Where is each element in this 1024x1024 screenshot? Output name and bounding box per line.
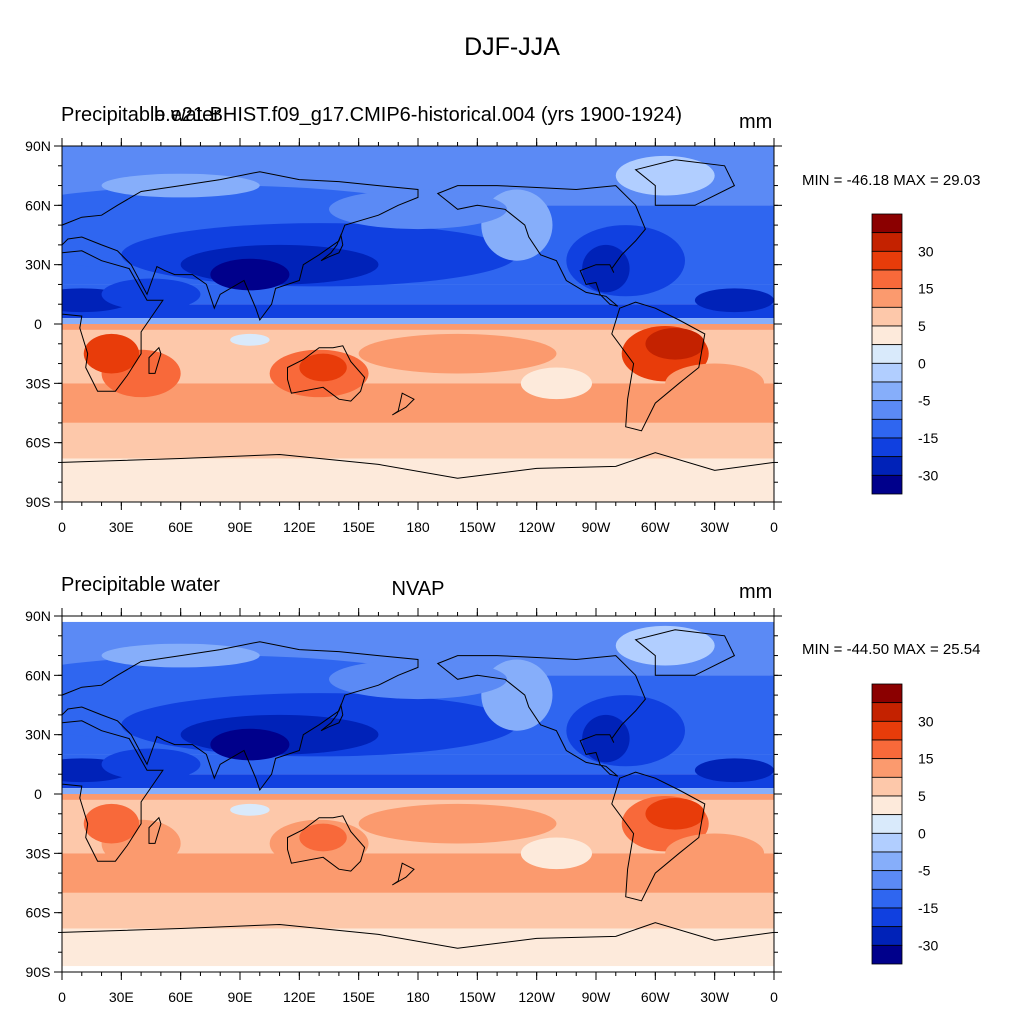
colorbar-swatch [871, 739, 903, 760]
colorbar-swatch [871, 907, 903, 928]
x-tick-label: 150E [342, 519, 375, 535]
colorbar-label: 15 [918, 281, 934, 297]
colorbar-label: 30 [918, 713, 934, 729]
y-tick-label: 90N [25, 138, 51, 154]
panel1-map: 0 30E 60E 90E 120E 150E 180 150W 120W 90W 60W 30W 09… [25, 138, 782, 535]
y-tick-label: 60S [26, 435, 51, 451]
colorbar-label: -30 [918, 467, 938, 483]
x-tick-label: 30W [700, 519, 730, 535]
colorbar-swatch [871, 851, 903, 872]
colorbar-swatch [871, 814, 903, 834]
y-tick-label: 60N [25, 197, 51, 213]
x-tick-label: 90W [582, 519, 612, 535]
colorbar-swatch [871, 325, 903, 346]
x-tick-label: 30W [700, 989, 730, 1005]
colorbar-swatch [871, 795, 903, 816]
panel2-center-title: NVAP [391, 578, 445, 600]
x-tick-label: 120E [283, 989, 316, 1005]
colorbar-swatch [871, 250, 903, 271]
colorbar-swatch [871, 926, 903, 946]
colorbar-label: 0 [918, 355, 926, 371]
colorbar-swatch [871, 888, 903, 909]
panel2-minmax: MIN = -44.50 MAX = 25.54 [802, 641, 981, 658]
colorbar-swatch [871, 362, 903, 383]
colorbar-label: 5 [918, 318, 926, 334]
x-tick-label: 0 [58, 989, 66, 1005]
y-tick-label: 30N [25, 727, 51, 743]
colorbar-swatch [871, 720, 903, 741]
x-tick-label: 60W [641, 989, 671, 1005]
x-tick-label: 120W [518, 989, 555, 1005]
colorbar-label: 5 [918, 788, 926, 804]
y-tick-label: 90S [26, 494, 51, 510]
x-tick-label: 90E [228, 519, 253, 535]
panel2-units: mm [739, 581, 773, 603]
colorbar-swatch [871, 758, 903, 778]
y-tick-label: 60N [25, 667, 51, 683]
panel1-center-title: b.e21.BHIST.f09_g17.CMIP6-historical.004… [153, 104, 683, 126]
colorbar-swatch [871, 456, 903, 476]
x-tick-label: 30E [109, 519, 134, 535]
colorbar-label: 30 [918, 243, 934, 259]
x-tick-label: 180 [406, 519, 430, 535]
colorbar-swatch [871, 832, 903, 853]
y-tick-label: 90S [26, 964, 51, 980]
y-tick-label: 30S [26, 845, 51, 861]
x-tick-label: 60W [641, 519, 671, 535]
colorbar-label: -15 [918, 900, 938, 916]
x-tick-label: 0 [58, 519, 66, 535]
x-tick-label: 120W [518, 519, 555, 535]
colorbar-swatch [871, 288, 903, 308]
y-tick-label: 30N [25, 257, 51, 273]
x-tick-label: 0 [770, 989, 778, 1005]
panel2-left-title: Precipitable water [61, 574, 220, 596]
x-tick-label: 120E [283, 519, 316, 535]
colorbar-label: -5 [918, 863, 931, 879]
colorbar-swatch [871, 418, 903, 439]
colorbar-swatch [871, 400, 903, 420]
panel1-colorbar: 30 15 5 0 -5 -15 -30 [871, 213, 938, 495]
panel2-map: 0 30E 60E 90E 120E 150E 180 150W 120W 90W 60W 30W 09… [25, 608, 782, 1005]
x-tick-label: 150W [459, 989, 496, 1005]
colorbar-swatch [871, 776, 903, 797]
x-tick-label: 90E [228, 989, 253, 1005]
colorbar-label: 0 [918, 825, 926, 841]
colorbar-swatch [871, 213, 903, 234]
colorbar-label: -15 [918, 430, 938, 446]
colorbar-swatch [871, 381, 903, 402]
figure-title: DJF-JJA [464, 33, 560, 61]
x-tick-label: 150W [459, 519, 496, 535]
colorbar-swatch [871, 344, 903, 364]
colorbar-swatch [871, 702, 903, 722]
colorbar-swatch [871, 944, 903, 965]
y-tick-label: 30S [26, 375, 51, 391]
colorbar-label: 15 [918, 751, 934, 767]
panel1-minmax: MIN = -46.18 MAX = 29.03 [802, 172, 981, 189]
y-tick-label: 0 [34, 786, 42, 802]
colorbar-swatch [871, 870, 903, 890]
panel1-left-title: Precipitable water [61, 104, 220, 126]
x-tick-label: 60E [168, 519, 193, 535]
x-tick-label: 60E [168, 989, 193, 1005]
x-tick-label: 180 [406, 989, 430, 1005]
colorbar-swatch [871, 306, 903, 327]
y-tick-label: 60S [26, 905, 51, 921]
colorbar-swatch [871, 232, 903, 252]
x-tick-label: 150E [342, 989, 375, 1005]
panel2-colorbar: 30 15 5 0 -5 -15 -30 [871, 683, 938, 965]
x-tick-label: 0 [770, 519, 778, 535]
panel1-units: mm [739, 111, 773, 133]
x-tick-label: 30E [109, 989, 134, 1005]
y-tick-label: 90N [25, 608, 51, 624]
y-tick-label: 0 [34, 316, 42, 332]
colorbar-label: -30 [918, 937, 938, 953]
colorbar-swatch [871, 269, 903, 290]
x-tick-label: 90W [582, 989, 612, 1005]
colorbar-label: -5 [918, 393, 931, 409]
colorbar-swatch [871, 437, 903, 458]
colorbar-swatch [871, 474, 903, 495]
colorbar-swatch [871, 683, 903, 704]
